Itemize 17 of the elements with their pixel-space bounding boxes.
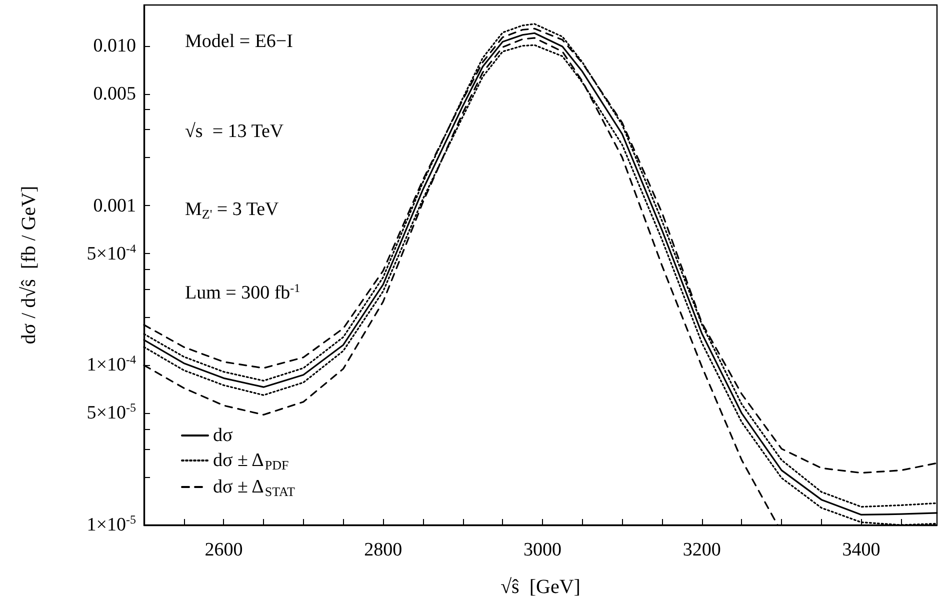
y-tick-label: 1×10$^{-5}$ xyxy=(86,512,136,536)
x-tick-label: 3400 xyxy=(842,540,880,560)
y-tick-label: 0.010 xyxy=(93,35,136,56)
x-tick-label: 2600 xyxy=(204,540,243,560)
legend-label: dσ xyxy=(213,425,233,446)
y-axis-title: dσ / d√ŝ [fb / GeV] xyxy=(18,186,40,344)
x-axis-title: √ŝ [GeV] xyxy=(500,576,580,598)
annotation: Model = E6−I xyxy=(185,31,293,52)
x-tick-label: 3000 xyxy=(523,540,562,560)
annotation: √s = 13 TeV xyxy=(185,121,284,142)
x-tick-label: 3200 xyxy=(682,540,721,560)
x-tick-label: 2800 xyxy=(364,540,402,560)
y-tick-label: 0.005 xyxy=(93,83,136,104)
y-tick-label: 1×10$^{-4}$ xyxy=(86,352,136,376)
y-tick-label: 5×10$^{-5}$ xyxy=(86,400,136,424)
y-tick-label: 0.001 xyxy=(93,195,136,216)
y-tick-label: 5×10$^{-4}$ xyxy=(86,240,136,264)
